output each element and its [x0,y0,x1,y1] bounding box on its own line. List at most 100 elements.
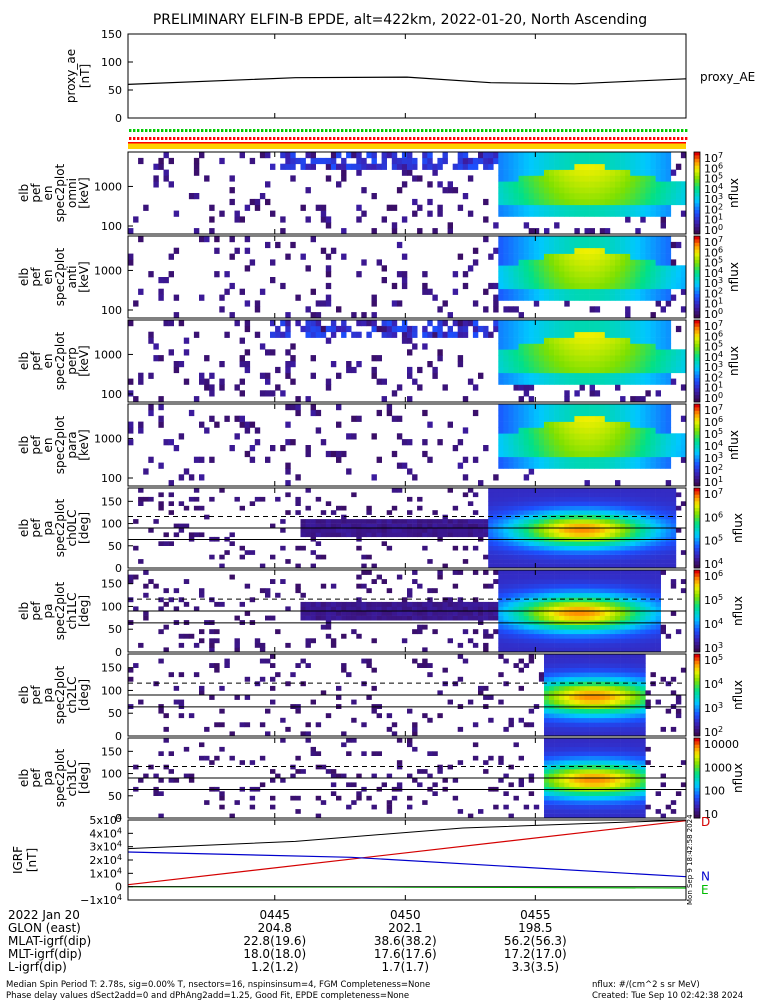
heat-cell [351,415,357,422]
plot-area-pa_ch2 [128,654,687,737]
heat-cell [523,663,530,668]
heat-cell [549,611,555,616]
heat-cell [528,505,535,511]
heat-cell [239,390,245,397]
heat-cell [655,592,661,598]
heat-cell [625,642,631,648]
flag-green [385,129,388,132]
heat-cell [320,210,327,217]
heat-cell [173,361,180,368]
heat-cell [625,253,631,260]
colorbar-segment [694,407,700,412]
heat-cell [528,654,535,659]
heat-cell [660,187,666,194]
heat-cell [401,157,408,165]
heat-cell [625,541,631,546]
heat-cell [579,579,585,584]
heat-cell [508,514,514,520]
heat-cell [518,241,524,249]
heat-cell [650,378,656,385]
heat-cell [589,421,595,428]
heat-cell [310,563,316,569]
heat-cell [386,606,393,612]
heat-cell [386,532,393,538]
heat-cell [609,241,616,249]
heat-cell [630,563,636,569]
flag-red [173,137,176,140]
heat-cell [564,731,570,737]
heat-cell [508,541,514,546]
heat-cell [680,450,687,458]
heat-cell [650,366,656,374]
heat-cell [549,663,555,668]
panel-pa_ch2: 105104103102nflux150100500elbpefpaspec2p… [17,653,745,743]
heat-cell [640,450,646,458]
heat-cell [549,427,555,434]
heat-cell [665,253,672,260]
heat-cell [615,433,621,440]
heat-cell [579,198,585,206]
heat-cell [635,488,641,493]
heat-cell [396,433,403,440]
heat-cell [310,355,316,362]
y-axis-label-line: en [41,354,55,369]
heat-cell [620,259,626,266]
heat-cell [320,690,327,696]
heat-cell [620,456,626,463]
heat-cell [244,300,251,307]
heat-cell [138,372,144,379]
heat-cell [594,519,601,524]
heat-cell [533,611,540,616]
heat-cell [396,611,403,616]
heat-cell [645,550,651,555]
heat-cell [315,157,322,165]
heat-cell [554,647,560,653]
heat-cell [538,570,545,575]
heat-cell [625,570,631,575]
heat-cell [559,198,565,206]
heat-cell [569,667,575,673]
heat-cell [554,550,560,555]
heat-cell [584,366,590,374]
flag-green [277,129,280,132]
colorbar-segment [694,169,700,173]
heat-cell [635,439,641,446]
heat-cell [432,163,438,170]
heat-cell [564,294,570,301]
heat-cell [538,450,545,458]
heat-cell [589,361,595,368]
heat-cell [528,563,535,569]
heat-cell [549,563,555,569]
heat-cell [574,372,580,379]
heat-cell [407,372,413,379]
heat-cell [452,320,459,327]
heat-cell [645,163,651,170]
heat-cell [346,468,352,475]
heat-cell [680,445,687,452]
heat-cell [594,532,601,538]
heat-cell [523,606,530,612]
heat-cell [549,588,555,594]
heat-cell [199,685,205,691]
heat-cell [341,606,347,612]
heat-cell [168,439,174,446]
heat-cell [391,532,398,538]
heat-cell [528,152,535,159]
heat-cell [513,545,519,551]
colorbar-tick-label: 105 [704,534,723,548]
flag-green [341,129,344,132]
colorbar-segment [694,583,700,588]
heat-cell [579,642,585,648]
heat-cell [300,253,306,260]
heat-cell [584,523,590,529]
heat-cell [544,320,550,327]
heat-cell [680,306,687,313]
flag-green [305,129,308,132]
heat-cell [204,378,210,385]
heat-cell [128,253,134,260]
heat-cell [620,163,626,170]
heat-cell [472,300,479,307]
heat-cell [193,228,200,235]
heat-cell [559,288,565,295]
